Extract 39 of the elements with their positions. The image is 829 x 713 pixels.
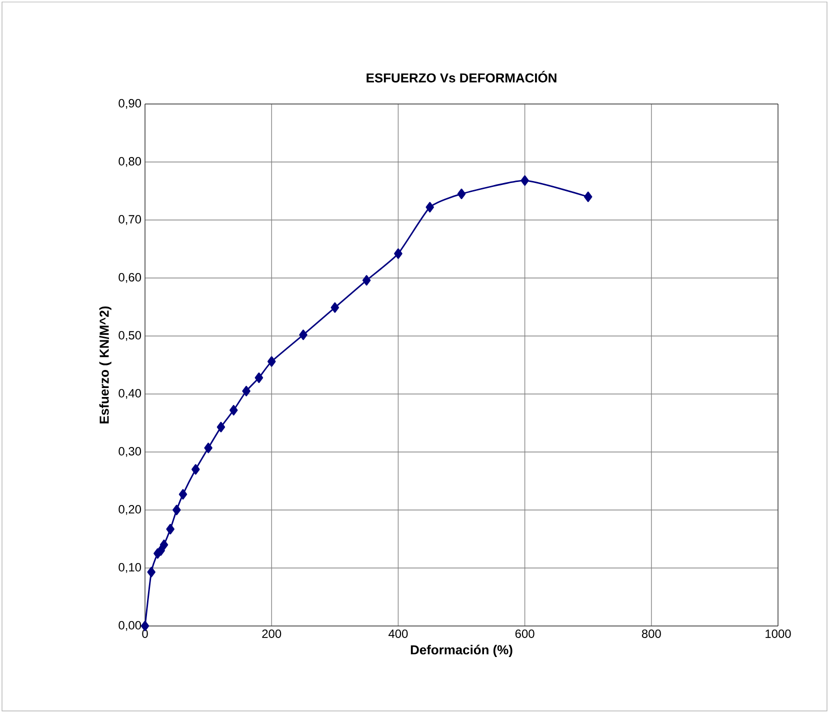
point (267, 356, 276, 367)
x-tick-label: 1000 (766, 630, 791, 638)
y-tick-label: 0,00 (118, 621, 142, 631)
point (147, 566, 156, 578)
x-tick-label: 400 (388, 630, 408, 638)
x-axis-title: Deformación (%) (410, 644, 512, 657)
point (230, 404, 238, 416)
point (166, 524, 174, 534)
point (192, 464, 200, 475)
point (216, 422, 226, 432)
point (299, 330, 308, 340)
y-tick-label: 0,90 (118, 99, 142, 109)
y-tick-label: 0,50 (118, 331, 142, 341)
y-axis-title: Esfuerzo ( KN/M^2) (99, 306, 112, 424)
y-tick-label: 0,20 (118, 505, 142, 515)
x-tick-label: 200 (262, 630, 282, 638)
point (520, 175, 529, 186)
point (330, 302, 340, 313)
point (457, 188, 466, 200)
point (160, 540, 168, 550)
y-tick-label: 0,60 (118, 273, 142, 283)
point (178, 489, 188, 500)
point (204, 442, 212, 454)
y-tick-label: 0,10 (118, 563, 142, 573)
y-tick-label: 0,30 (118, 447, 142, 457)
point (426, 202, 434, 212)
x-tick-label: 600 (515, 630, 534, 638)
point (156, 545, 165, 556)
chart-title: ESFUERZO Vs DEFORMACIÓN (366, 70, 556, 82)
point (362, 275, 371, 286)
point (254, 372, 264, 383)
y-tick-label: 0,70 (118, 215, 142, 225)
y-tick-label: 0,40 (118, 389, 142, 399)
point (172, 504, 181, 516)
point (242, 386, 250, 396)
x-tick-label: 800 (642, 630, 661, 638)
y-tick-label: 0,80 (118, 157, 142, 167)
point (394, 248, 402, 259)
point (584, 192, 592, 202)
